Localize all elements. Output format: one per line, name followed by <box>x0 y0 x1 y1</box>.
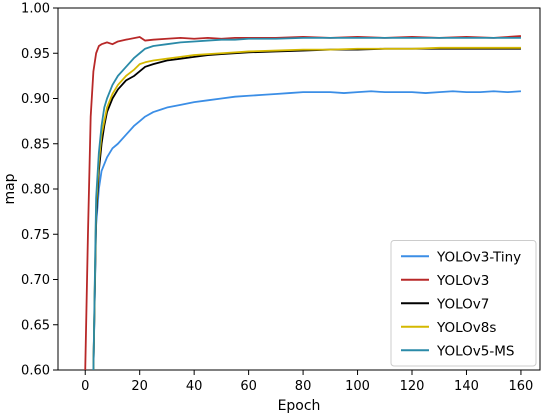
y-tick-label: 0.85 <box>21 137 50 152</box>
axes: 0.60 0.65 0.70 0.75 0.80 0.85 0.90 0.95 1.00 0 20 4… <box>21 2 541 394</box>
x-tick-label: 0 <box>81 379 89 394</box>
y-tick-label: 0.95 <box>21 47 50 62</box>
y-tick-label: 0.90 <box>21 92 50 107</box>
series-line-yolov5-ms <box>92 36 521 370</box>
x-tick-label: 160 <box>509 379 534 394</box>
legend-label-yolov3: YOLOv3 <box>436 273 489 289</box>
x-tick-label: 120 <box>400 379 425 394</box>
plot-frame <box>57 7 541 371</box>
y-axis-label: map <box>2 173 18 204</box>
series-line-yolov8s <box>92 46 521 370</box>
legend-label-yolov7: YOLOv7 <box>436 296 489 312</box>
y-tick-label: 1.00 <box>21 2 50 17</box>
x-tick-label: 20 <box>131 379 148 394</box>
legend: YOLOv3-Tiny YOLOv3 YOLOv7 YOLOv8s YOLOv5-MS <box>390 240 537 367</box>
series-lines <box>84 35 521 370</box>
series-line-yolov3-tiny <box>92 90 521 370</box>
legend-label-yolov3-tiny: YOLOv3-Tiny <box>436 249 521 265</box>
x-tick-label: 140 <box>454 379 479 394</box>
y-tick-label: 0.75 <box>21 228 50 243</box>
x-tick-label: 100 <box>345 379 370 394</box>
x-tick-label: 40 <box>186 379 203 394</box>
legend-label-yolov5-ms: YOLOv5-MS <box>436 343 514 359</box>
y-tick-label: 0.60 <box>21 364 50 379</box>
y-tick-label: 0.70 <box>21 273 50 288</box>
x-tick-label: 60 <box>240 379 257 394</box>
legend-label-yolov8s: YOLOv8s <box>436 320 496 336</box>
y-tick-label: 0.80 <box>21 183 50 198</box>
x-axis-label: Epoch <box>278 398 321 414</box>
y-tick-label: 0.65 <box>21 318 50 333</box>
x-tick-label: 80 <box>295 379 312 394</box>
legend-box <box>390 240 537 367</box>
